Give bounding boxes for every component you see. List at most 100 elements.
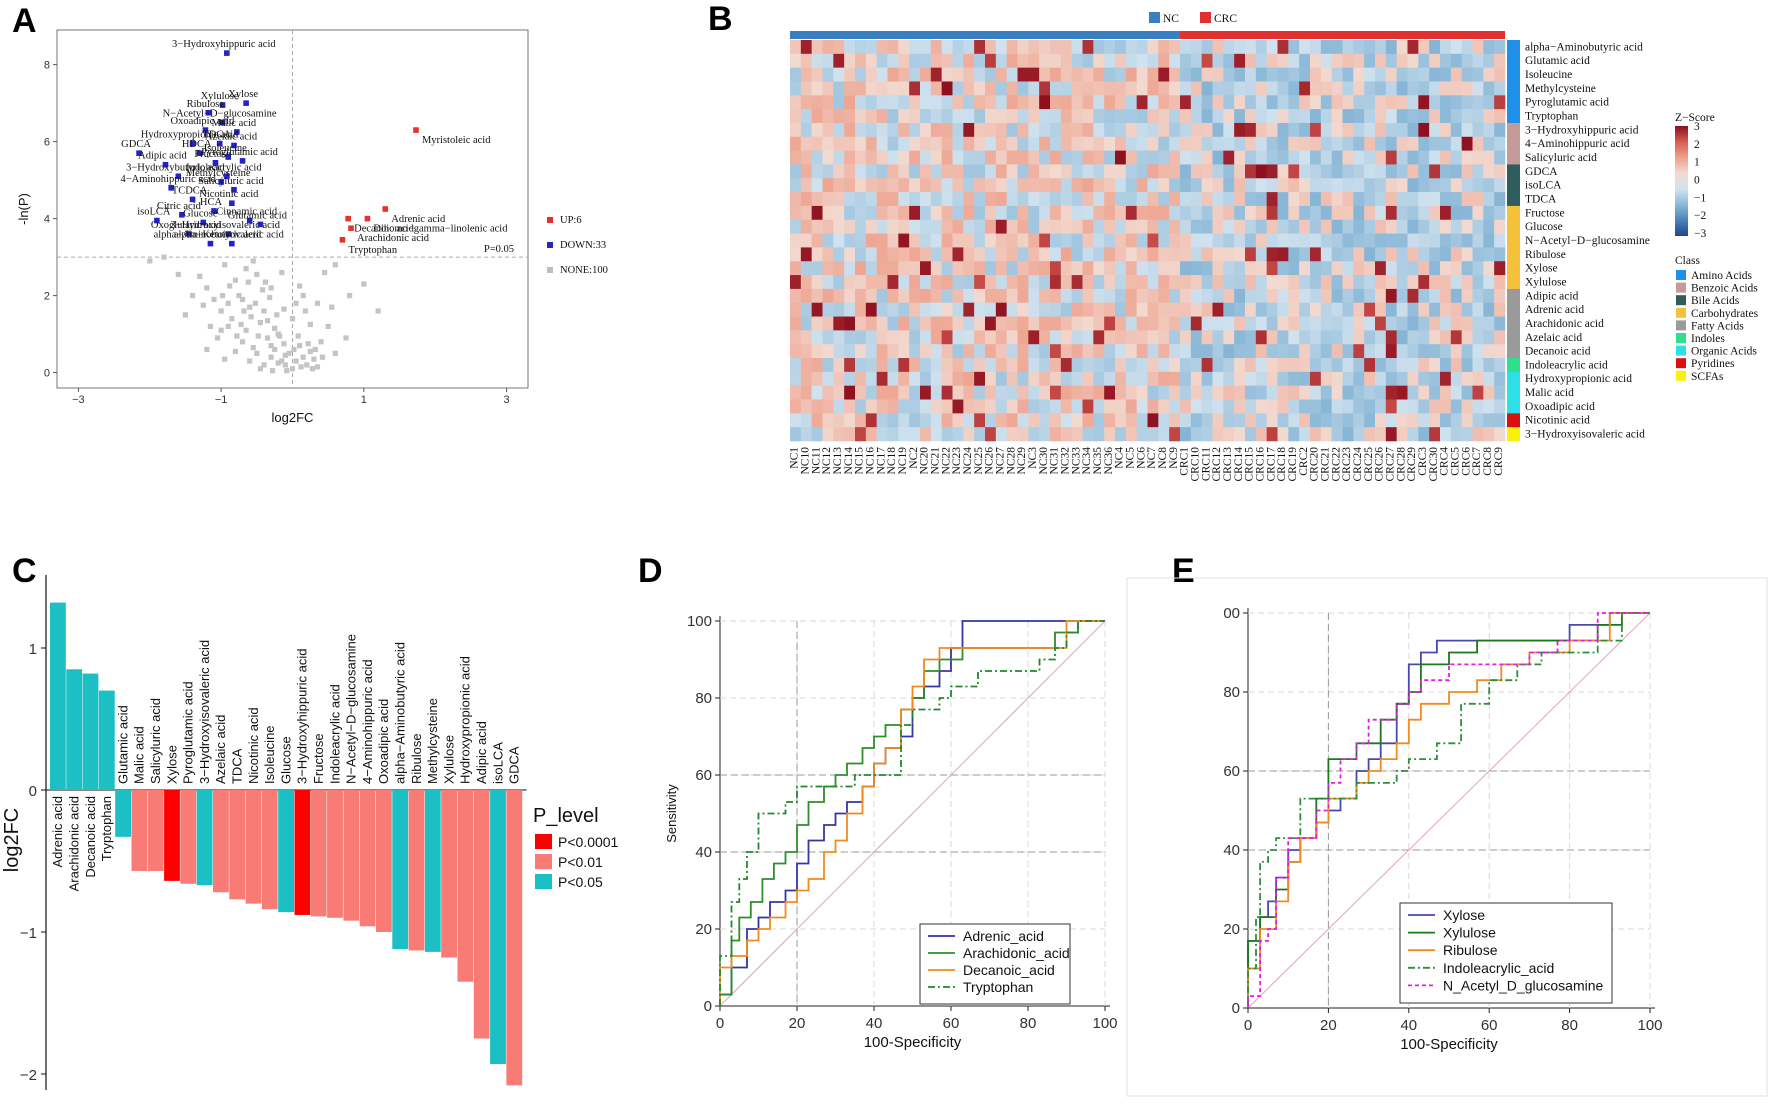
heatmap-cell — [1039, 164, 1051, 179]
heatmap-cell — [1310, 261, 1322, 276]
heatmap-cell — [1136, 178, 1148, 193]
heatmap-cell — [1288, 344, 1300, 359]
heatmap-cell — [1429, 330, 1441, 345]
heatmap-cell — [1190, 53, 1202, 68]
down-point-label: HCA — [200, 197, 223, 208]
down-point — [196, 150, 203, 156]
heatmap-cell — [1288, 67, 1300, 82]
heatmap-cell — [1320, 247, 1332, 262]
heatmap-cell — [1353, 261, 1365, 276]
heatmap-cell — [865, 164, 877, 179]
row-label: Pyroglutamic acid — [1525, 97, 1609, 109]
heatmap-cell — [920, 122, 932, 138]
heatmap-cell — [1483, 316, 1495, 331]
heatmap-cell — [1017, 288, 1029, 304]
heatmap-cell — [1375, 67, 1387, 82]
heatmap-cell — [1093, 302, 1105, 317]
column-label: CRC29 — [1406, 447, 1418, 482]
none-point — [241, 308, 247, 314]
heatmap-cell — [1320, 178, 1332, 193]
heatmap-cell — [1472, 40, 1484, 55]
heatmap-cell — [1375, 219, 1387, 234]
heatmap-cell — [963, 371, 975, 386]
heatmap-cell — [1407, 316, 1419, 331]
bar-c — [376, 790, 392, 932]
heatmap-cell — [1050, 399, 1062, 414]
legend-label-c: P<0.0001 — [558, 834, 619, 850]
column-label: CRC20 — [1309, 447, 1321, 482]
heatmap-cell — [1494, 122, 1506, 138]
heatmap-cell — [1407, 164, 1419, 179]
heatmap-cell — [1093, 288, 1105, 304]
heatmap-cell — [1494, 385, 1506, 400]
row-label: Indoleacrylic acid — [1525, 359, 1608, 371]
heatmap-cell — [1071, 247, 1083, 262]
heatmap-cell — [1483, 233, 1495, 248]
row-label: Adrenic acid — [1525, 304, 1584, 316]
heatmap-cell — [1450, 399, 1462, 414]
heatmap-cell — [1320, 95, 1332, 110]
heatmap-cell — [909, 205, 921, 221]
heatmap-cell — [1028, 316, 1040, 331]
up-point — [348, 225, 354, 232]
heatmap-cell — [855, 95, 867, 110]
class-legend-swatch — [1676, 282, 1686, 293]
heatmap-cell — [1006, 399, 1018, 414]
heatmap-cell — [1028, 427, 1040, 442]
heatmap-cell — [941, 95, 953, 110]
heatmap-cell — [887, 371, 899, 386]
heatmap-cell — [1006, 344, 1018, 359]
y-tick-label: 80 — [1223, 684, 1240, 701]
heatmap-cell — [1071, 288, 1083, 304]
heatmap-cell — [811, 95, 823, 110]
heatmap-cell — [1093, 316, 1105, 331]
heatmap-cell — [1039, 95, 1051, 110]
bar-label-c: Ribulose — [409, 733, 424, 784]
heatmap-cell — [887, 178, 899, 193]
none-point — [318, 339, 324, 345]
heatmap-cell — [1201, 219, 1213, 234]
zscore-tick: −3 — [1694, 228, 1706, 240]
heatmap-cell — [1483, 122, 1495, 138]
row-label: GDCA — [1525, 166, 1558, 178]
down-point — [168, 185, 174, 191]
heatmap-cell — [855, 122, 867, 138]
heatmap-cell — [1255, 67, 1267, 82]
x-tick-label: 60 — [1481, 1017, 1498, 1034]
column-label: NC32 — [1059, 447, 1071, 475]
heatmap-cell — [865, 192, 877, 207]
heatmap-cell — [952, 178, 964, 193]
heatmap-cell — [898, 122, 910, 138]
heatmap-cell — [1169, 371, 1181, 386]
heatmap-cell — [1082, 385, 1094, 400]
heatmap-cell — [1136, 316, 1148, 331]
row-label: Malic acid — [1525, 387, 1574, 399]
heatmap-cell — [1494, 164, 1506, 179]
x-tick-label-a: −1 — [215, 394, 228, 406]
heatmap-cell — [855, 261, 867, 276]
heatmap-cell — [985, 247, 997, 262]
heatmap-cell — [974, 150, 986, 165]
heatmap-cell — [1071, 427, 1083, 442]
heatmap-cell — [1364, 192, 1376, 207]
heatmap-cell — [1050, 288, 1062, 304]
zscore-tick: −1 — [1694, 192, 1706, 204]
heatmap-cell — [1494, 205, 1506, 221]
heatmap-cell — [1396, 233, 1408, 248]
heatmap-cell — [1277, 288, 1289, 304]
heatmap-cell — [1006, 122, 1018, 138]
heatmap-cell — [1082, 219, 1094, 234]
heatmap-cell — [909, 302, 921, 317]
y-tick-label-c: −2 — [20, 1067, 37, 1084]
heatmap-cell — [790, 205, 802, 221]
heatmap-cell — [1320, 358, 1332, 373]
heatmap-cell — [1125, 109, 1137, 124]
heatmap-cell — [855, 233, 867, 248]
heatmap-cell — [1147, 40, 1159, 55]
heatmap-cell — [920, 275, 932, 290]
heatmap-cell — [1212, 288, 1224, 304]
heatmap-cell — [898, 136, 910, 151]
heatmap-cell — [995, 275, 1007, 290]
legend-label: Tryptophan — [963, 979, 1033, 995]
heatmap-cell — [974, 178, 986, 193]
